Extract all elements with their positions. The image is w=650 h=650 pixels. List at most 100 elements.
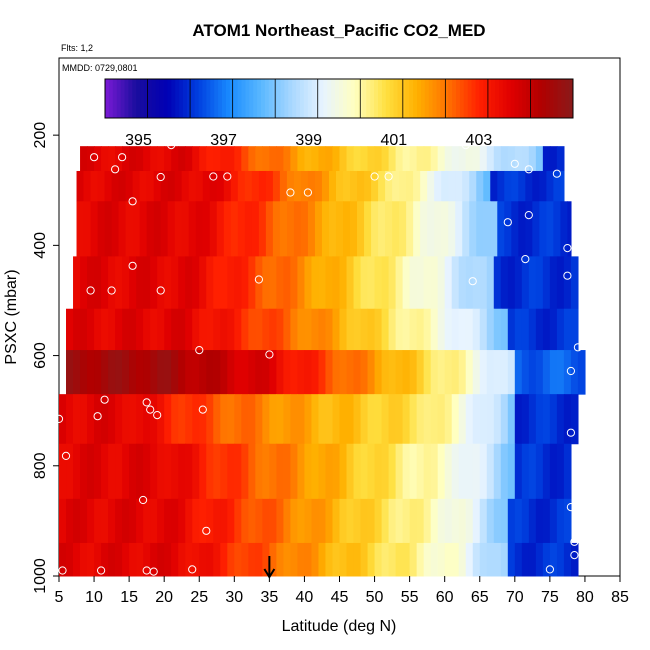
heatmap-cell xyxy=(514,394,523,445)
observation-point xyxy=(545,565,555,574)
heatmap-cell xyxy=(171,498,179,544)
observation-point xyxy=(563,244,572,253)
heatmap-cell xyxy=(500,542,509,577)
heatmap-cell xyxy=(507,443,516,500)
heatmap-cell xyxy=(458,308,467,351)
heatmap-cell xyxy=(101,308,109,351)
heatmap-cell xyxy=(413,201,421,257)
heatmap-cell xyxy=(192,350,200,395)
heatmap-cell xyxy=(248,394,256,445)
heatmap-cell xyxy=(178,308,186,351)
x-tick-label: 50 xyxy=(366,589,384,606)
heatmap-cell xyxy=(560,170,565,202)
colorbar-segment xyxy=(194,79,200,118)
heatmap-cell xyxy=(346,256,355,310)
x-axis-label: Latitude (deg N) xyxy=(282,618,397,635)
heatmap-cell xyxy=(528,350,537,395)
observation-point xyxy=(100,395,109,404)
heatmap-cell xyxy=(94,542,102,577)
heatmap-cell xyxy=(237,170,246,202)
heatmap-cell xyxy=(108,542,116,577)
heatmap-cell xyxy=(311,350,320,395)
heatmap-cell xyxy=(360,498,369,544)
heatmap-cell xyxy=(311,498,320,544)
heatmap-cell xyxy=(549,443,558,500)
heatmap-cell xyxy=(395,146,404,172)
heatmap-cell xyxy=(423,256,432,310)
heatmap-cell xyxy=(314,170,323,202)
heatmap-cell xyxy=(157,443,165,500)
colorbar-segment xyxy=(467,79,473,118)
heatmap-cell xyxy=(150,350,158,395)
heatmap-cell xyxy=(87,498,95,544)
colorbar-segment xyxy=(261,79,266,118)
observation-point xyxy=(573,343,583,352)
colorbar-segment xyxy=(491,79,496,118)
heatmap-cell xyxy=(507,498,516,544)
observation-point xyxy=(223,172,232,181)
colorbar-segment xyxy=(323,79,328,118)
heatmap-cell xyxy=(181,170,190,202)
heatmap-cell xyxy=(402,443,411,500)
heatmap-cell xyxy=(458,146,467,172)
heatmap-cell xyxy=(486,443,495,500)
heatmap-cell xyxy=(343,201,351,257)
heatmap-cell xyxy=(304,350,313,395)
heatmap-cell xyxy=(101,443,109,500)
heatmap-cell xyxy=(304,443,313,500)
heatmap-cell xyxy=(258,201,267,257)
heatmap-cell xyxy=(328,201,337,257)
heatmap-cell xyxy=(549,146,558,172)
heatmap-cell xyxy=(423,498,432,544)
heatmap-cell xyxy=(87,443,95,500)
heatmap-cell xyxy=(213,350,221,395)
heatmap-cell xyxy=(444,443,453,500)
heatmap-cell xyxy=(353,256,362,310)
heatmap-cell xyxy=(332,256,341,310)
heatmap-cell xyxy=(514,350,523,395)
x-tick-label: 40 xyxy=(296,589,314,606)
heatmap-cell xyxy=(269,308,277,351)
heatmap-cell xyxy=(108,256,116,310)
heatmap-cell xyxy=(286,170,295,202)
heatmap-cell xyxy=(546,170,554,202)
heatmap-cell xyxy=(444,308,453,351)
heatmap-cell xyxy=(167,170,176,202)
heatmap-cell xyxy=(227,146,235,172)
heatmap-cell xyxy=(143,256,151,310)
heatmap-cell xyxy=(514,542,523,577)
observation-point xyxy=(198,405,207,414)
heatmap-cell xyxy=(318,350,327,395)
heatmap-cell xyxy=(101,498,109,544)
dates-note: MMDD: 0729,0801 xyxy=(62,63,138,73)
heatmap-cell xyxy=(290,443,299,500)
colorbar-segment xyxy=(393,79,398,118)
heatmap-cell xyxy=(202,201,211,257)
heatmap-cell xyxy=(416,308,425,351)
colorbar-segment xyxy=(549,79,554,118)
heatmap-cell xyxy=(304,256,313,310)
heatmap-cell xyxy=(318,542,327,577)
colorbar-segment xyxy=(335,79,340,118)
colorbar-segment xyxy=(210,79,215,118)
heatmap-cell xyxy=(87,350,95,395)
heatmap-cell xyxy=(563,498,572,544)
heatmap-cell xyxy=(367,350,376,395)
heatmap-cell xyxy=(556,308,565,351)
heatmap-cell xyxy=(220,350,228,395)
heatmap-cell xyxy=(511,201,519,257)
heatmap-cell xyxy=(360,308,369,351)
heatmap-cell xyxy=(241,350,249,395)
colorbar-segment xyxy=(183,79,188,118)
heatmap-cell xyxy=(248,498,256,544)
heatmap-cell xyxy=(560,201,568,257)
heatmap-cell xyxy=(209,201,218,257)
observation-point xyxy=(265,350,274,359)
heatmap-cell xyxy=(164,498,172,544)
heatmap-cell xyxy=(146,170,155,202)
heatmap-cell xyxy=(521,498,530,544)
heatmap-cell xyxy=(444,542,453,577)
heatmap-cell xyxy=(437,256,446,310)
heatmap-cell xyxy=(101,542,109,577)
heatmap-cell xyxy=(192,443,200,500)
